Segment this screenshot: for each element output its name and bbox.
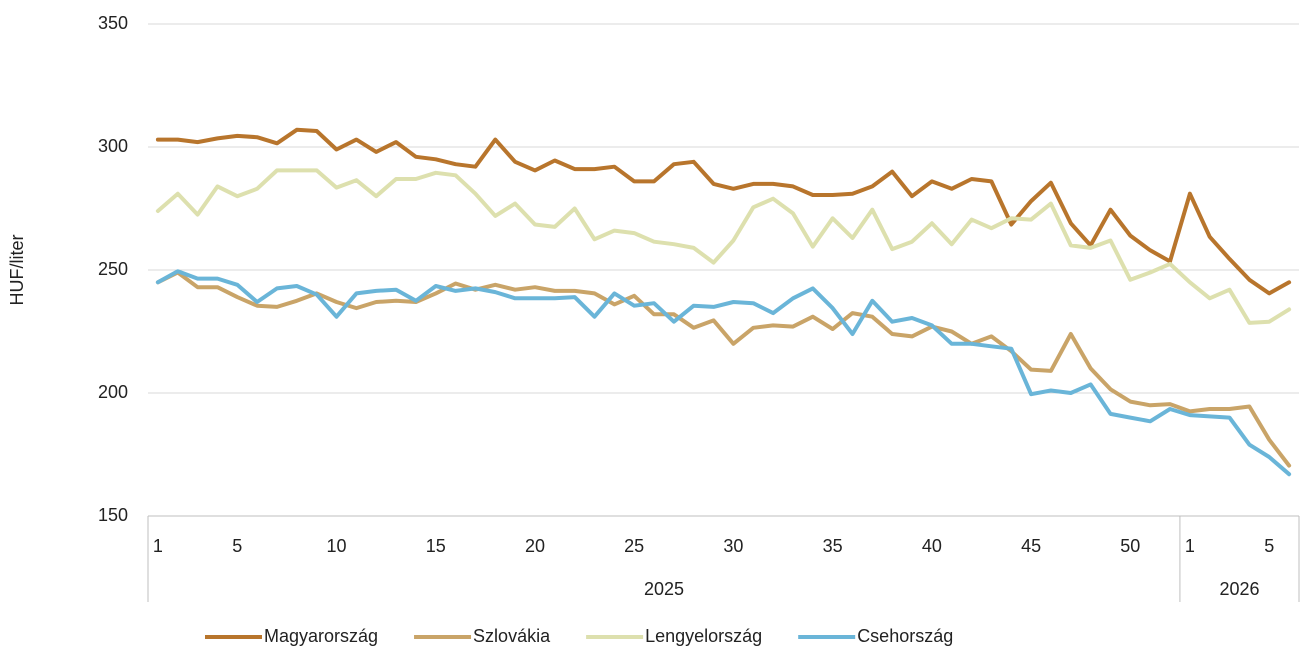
x-tick-label: 25 <box>624 536 644 556</box>
x-tick-label: 1 <box>1185 536 1195 556</box>
x-tick-label: 50 <box>1120 536 1140 556</box>
legend-label: Csehország <box>857 626 953 646</box>
x-tick-label: 5 <box>232 536 242 556</box>
x-tick-label: 1 <box>153 536 163 556</box>
x-tick-label: 45 <box>1021 536 1041 556</box>
legend-label: Magyarország <box>264 626 378 646</box>
y-tick-label: 150 <box>98 505 128 525</box>
y-tick-label: 300 <box>98 136 128 156</box>
y-tick-label: 350 <box>98 13 128 33</box>
x-tick-label: 20 <box>525 536 545 556</box>
legend-label: Szlovákia <box>473 626 551 646</box>
y-tick-label: 250 <box>98 259 128 279</box>
series-line <box>155 127 1292 296</box>
x-tick-label: 5 <box>1264 536 1274 556</box>
legend-label: Lengyelország <box>645 626 762 646</box>
group-label: 2025 <box>644 579 684 599</box>
x-tick-label: 35 <box>823 536 843 556</box>
x-tick-label: 10 <box>327 536 347 556</box>
x-tick-label: 30 <box>723 536 743 556</box>
y-tick-label: 200 <box>98 382 128 402</box>
group-label: 2026 <box>1219 579 1259 599</box>
x-tick-label: 40 <box>922 536 942 556</box>
series-line <box>155 168 1292 325</box>
series-line <box>155 269 1292 477</box>
series-line <box>155 270 1292 468</box>
y-axis-label: HUF/liter <box>7 234 27 305</box>
x-tick-label: 15 <box>426 536 446 556</box>
